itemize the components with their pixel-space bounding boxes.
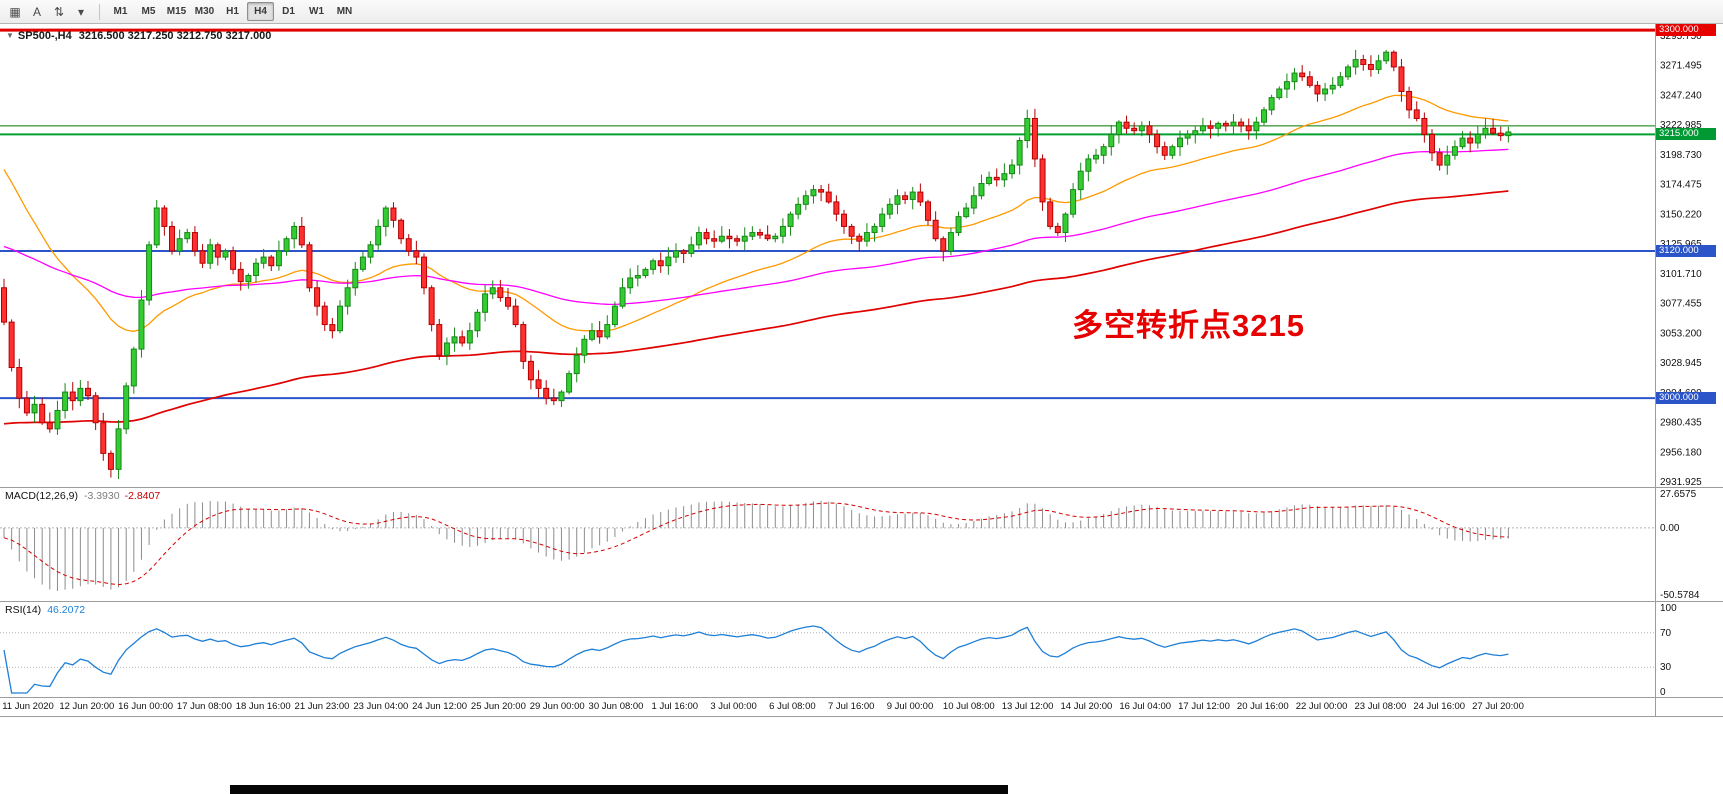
svg-text:3247.240: 3247.240 xyxy=(1660,90,1702,101)
timeframe-h1[interactable]: H1 xyxy=(219,2,246,21)
svg-text:9 Jul 00:00: 9 Jul 00:00 xyxy=(887,701,933,712)
bottom-black-strip xyxy=(230,785,1008,794)
svg-text:-50.5784: -50.5784 xyxy=(1660,590,1700,601)
timeframe-w1[interactable]: W1 xyxy=(303,2,330,21)
svg-text:17 Jun 08:00: 17 Jun 08:00 xyxy=(177,701,232,712)
svg-text:3198.730: 3198.730 xyxy=(1660,150,1702,161)
rsi-value: 46.2072 xyxy=(47,604,86,616)
svg-text:22 Jul 00:00: 22 Jul 00:00 xyxy=(1296,701,1348,712)
svg-text:0.00: 0.00 xyxy=(1660,523,1680,534)
svg-text:100: 100 xyxy=(1660,603,1677,614)
svg-text:2931.925: 2931.925 xyxy=(1660,477,1702,488)
macd-value-main: -3.3930 xyxy=(83,490,120,502)
time-axis[interactable] xyxy=(0,698,1655,716)
svg-text:2980.435: 2980.435 xyxy=(1660,418,1702,429)
price-tag-3215.000: 3215.000 xyxy=(1656,128,1716,140)
chart-annotation: 多空转折点3215 xyxy=(1072,308,1305,343)
toolbar-separator xyxy=(99,3,100,20)
timeframe-m1[interactable]: M1 xyxy=(107,2,134,21)
svg-text:1 Jul 16:00: 1 Jul 16:00 xyxy=(652,701,698,712)
svg-text:18 Jun 16:00: 18 Jun 16:00 xyxy=(236,701,291,712)
price-tag-3000.000: 3000.000 xyxy=(1656,392,1716,404)
svg-text:23 Jun 04:00: 23 Jun 04:00 xyxy=(353,701,408,712)
svg-text:17 Jul 12:00: 17 Jul 12:00 xyxy=(1178,701,1230,712)
symbol-label-row: ▼ SP500-,H4 3216.500 3217.250 3212.750 321… xyxy=(6,30,271,42)
time-axis-labels: 11 Jun 2020 12 Jun 20:00 16 Jun 00:00 17 Ju… xyxy=(2,701,1524,712)
svg-text:3028.945: 3028.945 xyxy=(1660,358,1702,369)
svg-text:27 Jul 20:00: 27 Jul 20:00 xyxy=(1472,701,1524,712)
svg-text:10 Jul 08:00: 10 Jul 08:00 xyxy=(943,701,995,712)
rsi-axis-labels: 100 70 30 0 xyxy=(1660,603,1677,698)
text-tool-icon[interactable]: A xyxy=(32,4,41,19)
svg-text:30 Jun 08:00: 30 Jun 08:00 xyxy=(589,701,644,712)
ohlc-values: 3216.500 3217.250 3212.750 3217.000 xyxy=(78,30,272,42)
rsi-indicator-label: RSI(14) xyxy=(5,604,42,616)
svg-text:3 Jul 00:00: 3 Jul 00:00 xyxy=(710,701,756,712)
svg-text:3125.965: 3125.965 xyxy=(1660,239,1702,250)
svg-text:3222.985: 3222.985 xyxy=(1660,120,1702,131)
svg-text:24 Jun 12:00: 24 Jun 12:00 xyxy=(412,701,467,712)
ma-line-mid xyxy=(3,148,1509,306)
svg-text:20 Jul 16:00: 20 Jul 16:00 xyxy=(1237,701,1289,712)
svg-text:16 Jul 04:00: 16 Jul 04:00 xyxy=(1119,701,1171,712)
svg-text:3077.455: 3077.455 xyxy=(1660,299,1702,310)
svg-text:2956.180: 2956.180 xyxy=(1660,447,1702,458)
horizontal-level-lines[interactable] xyxy=(0,28,1655,400)
svg-text:0: 0 xyxy=(1660,687,1666,698)
rsi-line xyxy=(3,625,1509,694)
svg-text:30: 30 xyxy=(1660,662,1672,673)
scale-tool-icon[interactable]: ⇅ xyxy=(53,4,65,19)
svg-text:11 Jun 2020: 11 Jun 2020 xyxy=(2,701,54,712)
svg-text:70: 70 xyxy=(1660,628,1672,639)
chart-area[interactable]: 3295.750 3271.495 3247.240 3222.985 3198.730… xyxy=(0,24,1723,794)
chart-window-icon[interactable]: ▦ xyxy=(9,4,21,19)
candles xyxy=(1,49,1512,480)
svg-text:27.6575: 27.6575 xyxy=(1660,489,1697,500)
svg-text:24 Jul 16:00: 24 Jul 16:00 xyxy=(1413,701,1465,712)
svg-text:12 Jun 20:00: 12 Jun 20:00 xyxy=(59,701,114,712)
svg-text:14 Jul 20:00: 14 Jul 20:00 xyxy=(1061,701,1113,712)
svg-text:29 Jun 00:00: 29 Jun 00:00 xyxy=(530,701,585,712)
timeframe-d1[interactable]: D1 xyxy=(275,2,302,21)
price-tag-3300.000: 3300.000 xyxy=(1656,24,1716,36)
timeframe-group: M1 M5 M15 M30 H1 H4 D1 W1 MN xyxy=(107,2,358,21)
timeframe-m5[interactable]: M5 xyxy=(135,2,162,21)
macd-indicator-label: MACD(12,26,9) xyxy=(5,490,78,502)
svg-text:7 Jul 16:00: 7 Jul 16:00 xyxy=(828,701,874,712)
ma-line-fast xyxy=(3,94,1509,332)
svg-text:6 Jul 08:00: 6 Jul 08:00 xyxy=(769,701,815,712)
dropdown-caret-icon[interactable]: ▾ xyxy=(77,4,85,19)
timeframe-m30[interactable]: M30 xyxy=(191,2,218,21)
svg-text:25 Jun 20:00: 25 Jun 20:00 xyxy=(471,701,526,712)
svg-text:3174.475: 3174.475 xyxy=(1660,180,1702,191)
macd-signal-line xyxy=(3,502,1509,586)
symbol-dropdown-icon[interactable]: ▼ xyxy=(6,31,14,40)
svg-text:13 Jul 12:00: 13 Jul 12:00 xyxy=(1002,701,1054,712)
svg-text:3271.495: 3271.495 xyxy=(1660,61,1702,72)
svg-text:21 Jun 23:00: 21 Jun 23:00 xyxy=(295,701,350,712)
chart-canvas[interactable]: 3295.750 3271.495 3247.240 3222.985 3198.730… xyxy=(0,24,1723,794)
timeframe-mn[interactable]: MN xyxy=(331,2,358,21)
svg-text:3101.710: 3101.710 xyxy=(1660,269,1702,280)
rsi-label-row: RSI(14) 46.2072 xyxy=(5,604,85,616)
ma-line-slow xyxy=(3,190,1509,425)
svg-text:23 Jul 08:00: 23 Jul 08:00 xyxy=(1355,701,1407,712)
macd-axis-labels: 27.6575 0.00 -50.5784 xyxy=(1660,489,1700,601)
toolbar: ▦ A ⇅ ▾ M1 M5 M15 M30 H1 H4 D1 W1 MN xyxy=(0,0,1723,24)
macd-value-signal: -2.8407 xyxy=(124,490,161,502)
macd-histogram xyxy=(3,500,1509,591)
price-tag-3120.000: 3120.000 xyxy=(1656,245,1716,257)
toolbar-icons: ▦ A ⇅ ▾ xyxy=(4,1,92,22)
macd-label-row: MACD(12,26,9) -3.3930 -2.8407 xyxy=(5,490,160,502)
timeframe-h4[interactable]: H4 xyxy=(247,2,274,21)
svg-text:3295.750: 3295.750 xyxy=(1660,31,1702,42)
symbol-label: SP500-,H4 xyxy=(17,30,72,42)
svg-text:16 Jun 00:00: 16 Jun 00:00 xyxy=(118,701,173,712)
svg-text:3053.200: 3053.200 xyxy=(1660,328,1702,339)
svg-text:3150.220: 3150.220 xyxy=(1660,209,1702,220)
timeframe-m15[interactable]: M15 xyxy=(163,2,190,21)
